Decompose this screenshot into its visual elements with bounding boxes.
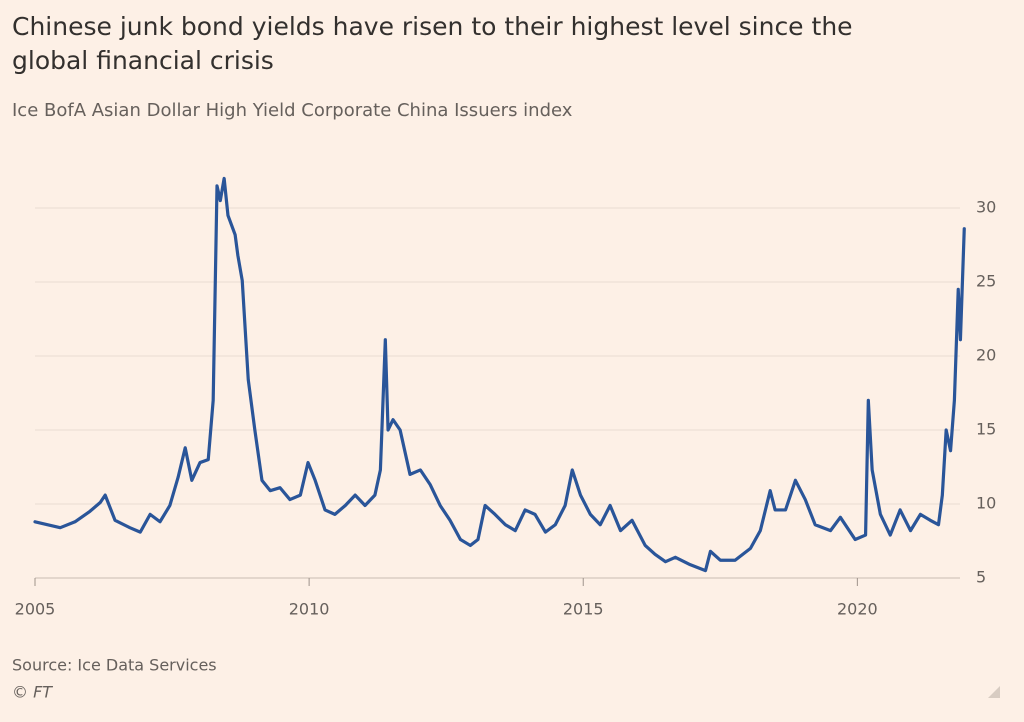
source: Source: Ice Data Services <box>12 656 217 675</box>
chart-subtitle: Ice BofA Asian Dollar High Yield Corpora… <box>12 100 573 121</box>
data-line <box>33 176 966 573</box>
x-tick-label: 2010 <box>289 600 330 619</box>
x-tick-label: 2005 <box>15 600 56 619</box>
chart-title: Chinese junk bond yields have risen to t… <box>12 12 853 75</box>
credit: © FT <box>12 683 53 702</box>
x-tick-label: 2020 <box>837 600 878 619</box>
x-tick-label: 2015 <box>563 600 604 619</box>
y-tick-label: 5 <box>976 568 986 587</box>
resize-handle <box>988 686 1000 698</box>
y-tick-label: 25 <box>976 272 996 291</box>
y-tick-label: 30 <box>976 198 996 217</box>
y-tick-label: 15 <box>976 420 996 439</box>
y-tick-label: 20 <box>976 346 996 365</box>
y-tick-label: 10 <box>976 494 996 513</box>
